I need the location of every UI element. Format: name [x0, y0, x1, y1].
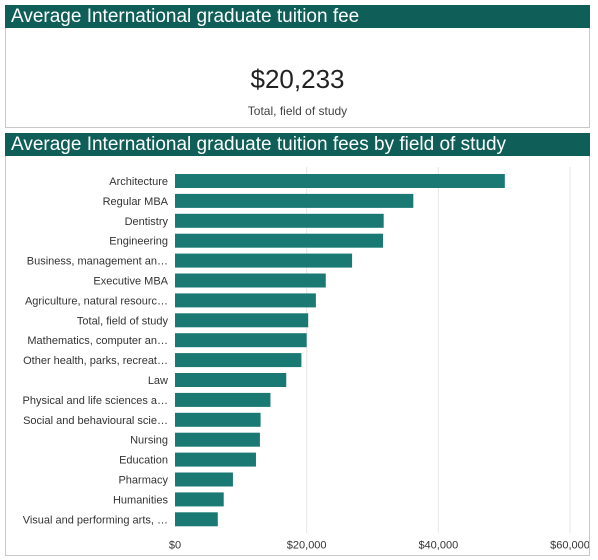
- category-label: Other health, parks, recreat…: [23, 355, 168, 367]
- x-tick-label: $20,000: [287, 539, 327, 551]
- bar-5: [175, 253, 353, 268]
- bar-14: [175, 432, 260, 447]
- bar-13: [175, 412, 261, 427]
- category-label: Nursing: [130, 435, 168, 447]
- category-label: Executive MBA: [93, 276, 168, 288]
- kpi-value: $20,233: [250, 64, 345, 94]
- category-label: Physical and life sciences a…: [22, 395, 168, 407]
- category-label: Dentistry: [125, 216, 169, 228]
- kpi-card: Average International graduate tuition f…: [5, 5, 590, 128]
- category-label: Visual and performing arts, …: [23, 514, 168, 526]
- chart-card: Average International graduate tuition f…: [5, 133, 590, 556]
- bar-15: [175, 452, 256, 467]
- category-label: Regular MBA: [103, 196, 169, 208]
- category-label: Agriculture, natural resourc…: [25, 295, 168, 307]
- bar-18: [175, 512, 218, 527]
- category-label: Business, management an…: [27, 256, 168, 268]
- category-label: Architecture: [109, 176, 168, 188]
- category-label: Law: [148, 375, 168, 387]
- category-label: Mathematics, computer an…: [27, 335, 168, 347]
- bar-6: [175, 273, 326, 288]
- kpi-label: Total, field of study: [247, 104, 348, 118]
- category-label: Pharmacy: [118, 475, 168, 487]
- bar-4: [175, 233, 384, 248]
- category-label: Social and behavioural scie…: [23, 415, 168, 427]
- category-label: Total, field of study: [77, 315, 169, 327]
- x-tick-label: $0: [169, 539, 181, 551]
- chart-card-title: Average International graduate tuition f…: [5, 133, 590, 156]
- kpi-card-title: Average International graduate tuition f…: [5, 5, 590, 28]
- x-tick-label: $60,000: [550, 539, 589, 551]
- category-label: Humanities: [113, 494, 169, 506]
- bar-2: [175, 193, 414, 208]
- category-label: Education: [119, 455, 168, 467]
- bar-7: [175, 293, 316, 308]
- category-label: Engineering: [109, 236, 168, 248]
- bar-12: [175, 392, 271, 407]
- bar-3: [175, 213, 384, 228]
- bar-1: [175, 174, 505, 188]
- bar-16: [175, 472, 233, 487]
- bar-11: [175, 373, 287, 387]
- bar-8: [175, 313, 309, 328]
- bar-10: [175, 353, 302, 368]
- bar-9: [175, 333, 307, 348]
- x-tick-label: $40,000: [418, 539, 458, 551]
- bar-chart: Architecture Regular MBA Dentistry Engineer…: [22, 167, 589, 551]
- bar-17: [175, 492, 224, 507]
